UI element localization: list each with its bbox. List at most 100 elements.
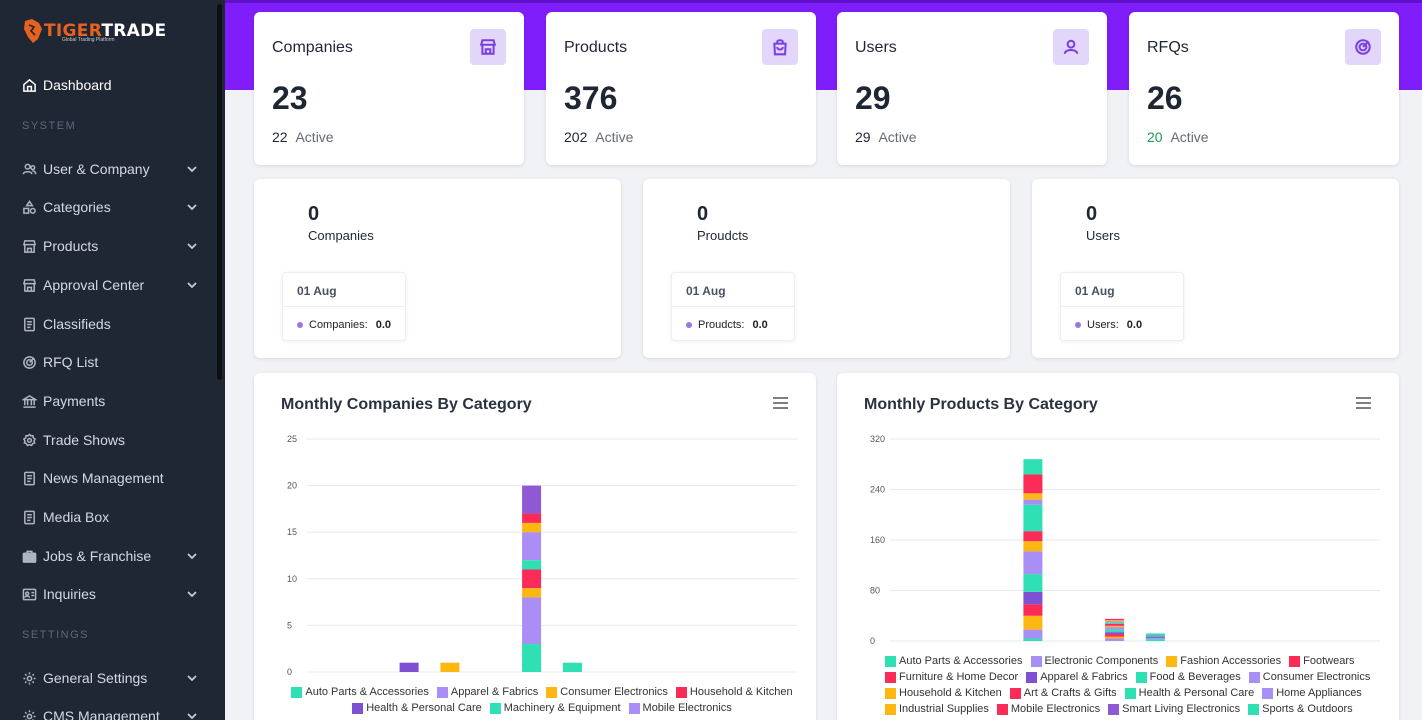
bar-segment[interactable] bbox=[1023, 459, 1043, 475]
sidebar-item-classifieds[interactable]: Classifieds bbox=[22, 311, 200, 337]
bar-segment[interactable] bbox=[522, 485, 542, 514]
legend-item[interactable]: Health & Personal Care bbox=[1124, 687, 1254, 699]
tooltip-date: 01 Aug bbox=[686, 284, 726, 298]
bar-segment[interactable] bbox=[522, 522, 542, 533]
legend-swatch bbox=[996, 703, 1008, 715]
sidebar-item-label: RFQ List bbox=[43, 354, 99, 370]
bar-segment[interactable] bbox=[1105, 638, 1125, 641]
bar-segment[interactable] bbox=[1105, 618, 1125, 621]
chevron-down-icon bbox=[187, 166, 197, 173]
sidebar-item-payments[interactable]: Payments bbox=[22, 388, 200, 414]
sidebar-item-cms-management[interactable]: CMS Management bbox=[22, 703, 200, 720]
bar-segment[interactable] bbox=[522, 644, 542, 672]
legend-label: Household & Kitchen bbox=[689, 686, 793, 698]
bar-segment[interactable] bbox=[1105, 632, 1125, 635]
legend-item[interactable]: Art & Crafts & Gifts bbox=[1009, 687, 1117, 699]
sidebar-item-general-settings[interactable]: General Settings bbox=[22, 665, 200, 691]
sidebar-item-label: Categories bbox=[43, 199, 111, 215]
bar-segment[interactable] bbox=[1023, 531, 1043, 542]
stat-active-label: Active bbox=[1170, 129, 1209, 145]
legend-label: Furniture & Home Decor bbox=[899, 671, 1019, 683]
sidebar-scrollbar[interactable] bbox=[217, 4, 222, 380]
legend-item[interactable]: Health & Personal Care bbox=[352, 702, 482, 714]
mini-label: Proudcts bbox=[697, 228, 749, 243]
bar-segment[interactable] bbox=[1105, 623, 1125, 626]
legend-item[interactable]: Food & Beverages bbox=[1135, 671, 1241, 683]
legend-item[interactable]: Consumer Electronics bbox=[1248, 671, 1370, 683]
sidebar-item-categories[interactable]: Categories bbox=[22, 194, 200, 220]
bar-segment[interactable] bbox=[1023, 604, 1043, 616]
bar-segment[interactable] bbox=[1145, 637, 1165, 640]
bar-segment[interactable] bbox=[1145, 633, 1165, 635]
legend-item[interactable]: Mobile Electronics bbox=[628, 702, 732, 714]
bar-segment[interactable] bbox=[1023, 574, 1043, 592]
bar-segment[interactable] bbox=[1023, 551, 1043, 575]
bar-segment[interactable] bbox=[1023, 541, 1043, 552]
tiger-logo-icon bbox=[24, 19, 42, 43]
sidebar-item-media-box[interactable]: Media Box bbox=[22, 504, 200, 530]
bar-segment[interactable] bbox=[522, 532, 542, 561]
bar-segment[interactable] bbox=[1145, 634, 1165, 636]
legend-item[interactable]: Fashion Accessories bbox=[1166, 655, 1281, 667]
sidebar-item-inquiries[interactable]: Inquiries bbox=[22, 581, 200, 607]
bar-segment[interactable] bbox=[522, 569, 542, 589]
sidebar-item-jobs-franchise[interactable]: Jobs & Franchise bbox=[22, 543, 200, 569]
bar-segment[interactable] bbox=[1105, 634, 1125, 637]
legend-item[interactable]: Footwears bbox=[1289, 655, 1354, 667]
sidebar-item-user-company[interactable]: User & Company bbox=[22, 156, 200, 182]
legend-item[interactable]: Electronic Components bbox=[1030, 655, 1158, 667]
legend-item[interactable]: Industrial Supplies bbox=[885, 703, 989, 715]
chart-menu-icon[interactable] bbox=[773, 397, 788, 409]
bar-segment[interactable] bbox=[1105, 625, 1125, 628]
legend-item[interactable]: Furniture & Home Decor bbox=[885, 671, 1018, 683]
sidebar-item-trade-shows[interactable]: Trade Shows bbox=[22, 427, 200, 453]
chevron-down-icon bbox=[187, 713, 197, 720]
bar-segment[interactable] bbox=[1023, 474, 1043, 494]
legend-item[interactable]: Home Appliances bbox=[1262, 687, 1362, 699]
sidebar-item-approval-center[interactable]: Approval Center bbox=[22, 272, 200, 298]
legend-item[interactable]: Mobile Electronics bbox=[996, 703, 1100, 715]
bar-segment[interactable] bbox=[1145, 639, 1165, 641]
bar-segment[interactable] bbox=[522, 588, 542, 598]
legend-item[interactable]: Smart Living Electronics bbox=[1108, 703, 1240, 715]
bar-segment[interactable] bbox=[562, 662, 582, 672]
brand-logo[interactable]: TIGERTRADE bbox=[22, 17, 166, 45]
chart-menu-icon[interactable] bbox=[1356, 397, 1371, 409]
bar-segment[interactable] bbox=[1023, 493, 1043, 500]
stat-title: Users bbox=[855, 39, 897, 56]
legend-item[interactable]: Auto Parts & Accessories bbox=[291, 686, 429, 698]
bar-segment[interactable] bbox=[1105, 636, 1125, 639]
bar-segment[interactable] bbox=[1023, 638, 1043, 641]
sidebar-item-news-management[interactable]: News Management bbox=[22, 465, 200, 491]
bar-segment[interactable] bbox=[399, 662, 419, 672]
bar-segment[interactable] bbox=[522, 513, 542, 523]
bar-segment[interactable] bbox=[1145, 636, 1165, 638]
bar-segment[interactable] bbox=[440, 662, 460, 672]
bar-segment[interactable] bbox=[1023, 629, 1043, 639]
legend-item[interactable]: Sports & Outdoors bbox=[1248, 703, 1353, 715]
nav-dashboard[interactable]: Dashboard bbox=[22, 72, 200, 98]
id-card-icon bbox=[22, 588, 37, 600]
legend-swatch bbox=[1108, 703, 1120, 715]
bar-segment[interactable] bbox=[1023, 499, 1043, 505]
bar-segment[interactable] bbox=[1105, 627, 1125, 630]
bar-segment[interactable] bbox=[1105, 621, 1125, 623]
legend-item[interactable]: Auto Parts & Accessories bbox=[885, 655, 1023, 667]
sidebar-item-rfq-list[interactable]: RFQ List bbox=[22, 349, 200, 375]
bar-segment[interactable] bbox=[1105, 622, 1125, 624]
bar-segment[interactable] bbox=[1023, 615, 1043, 630]
legend-item[interactable]: Consumer Electronics bbox=[546, 686, 668, 698]
bar-segment[interactable] bbox=[1105, 629, 1125, 633]
sidebar-item-products[interactable]: Products bbox=[22, 233, 200, 259]
bar-segment[interactable] bbox=[1023, 504, 1043, 532]
legend-item[interactable]: Household & Kitchen bbox=[675, 686, 793, 698]
bar-segment[interactable] bbox=[522, 597, 542, 645]
bar-segment[interactable] bbox=[522, 560, 542, 570]
legend-item[interactable]: Apparel & Fabrics bbox=[436, 686, 538, 698]
legend-item[interactable]: Apparel & Fabrics bbox=[1026, 671, 1128, 683]
legend-item[interactable]: Machinery & Equipment bbox=[489, 702, 621, 714]
bar-segment[interactable] bbox=[1023, 591, 1043, 605]
bar-segment[interactable] bbox=[1105, 620, 1125, 622]
legend-item[interactable]: Household & Kitchen bbox=[885, 687, 1002, 699]
bar-segment[interactable] bbox=[1145, 635, 1165, 637]
